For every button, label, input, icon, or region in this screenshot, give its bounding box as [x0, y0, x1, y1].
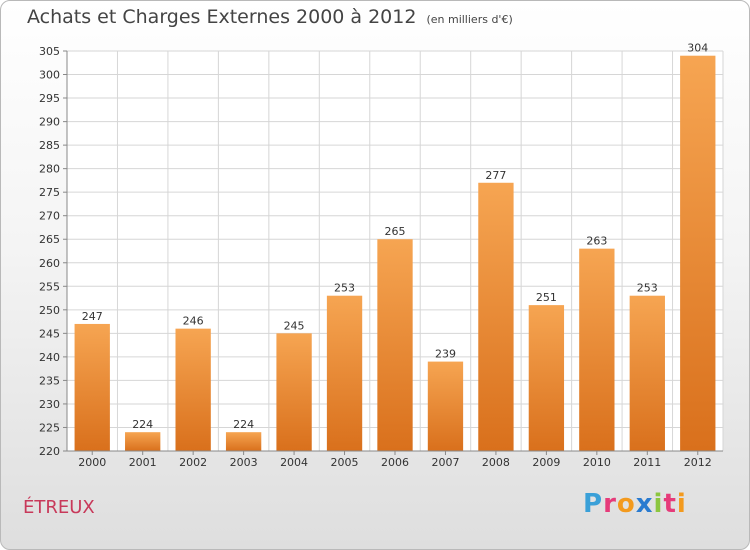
x-tick-label-2002: 2002 — [179, 456, 207, 469]
y-tick-label: 225 — [39, 421, 60, 434]
value-label-2011: 253 — [637, 282, 658, 295]
x-tick-label-2008: 2008 — [482, 456, 510, 469]
bar-2003 — [225, 432, 262, 451]
x-tick-label-2006: 2006 — [381, 456, 409, 469]
logo-letter: o — [616, 489, 636, 519]
logo-letter: x — [635, 489, 654, 519]
y-tick-label: 235 — [39, 374, 60, 387]
town-name: ÉTREUX — [23, 497, 95, 518]
bar-2011 — [629, 295, 665, 451]
y-tick-label: 230 — [39, 398, 60, 411]
x-tick-label-2011: 2011 — [633, 456, 661, 469]
logo-letter: t — [663, 489, 677, 519]
y-tick-label: 305 — [39, 45, 60, 58]
bar-2010 — [579, 248, 615, 451]
value-label-2008: 277 — [485, 169, 506, 182]
bar-2012 — [680, 55, 716, 452]
proxiti-logo: Proxiti — [583, 489, 687, 519]
y-tick-label: 250 — [39, 304, 60, 317]
value-label-2005: 253 — [334, 282, 355, 295]
y-tick-label: 295 — [39, 92, 60, 105]
y-tick-label: 285 — [39, 139, 60, 152]
y-tick-label: 240 — [39, 351, 60, 364]
y-tick-label: 260 — [39, 257, 60, 270]
value-label-2004: 245 — [284, 319, 305, 332]
value-label-2012: 304 — [687, 42, 708, 55]
y-tick-label: 275 — [39, 186, 60, 199]
x-tick-label-2009: 2009 — [532, 456, 560, 469]
logo-letter: i — [676, 489, 687, 519]
value-label-2002: 246 — [183, 315, 204, 328]
value-label-2006: 265 — [385, 225, 406, 238]
bar-2008 — [478, 182, 514, 451]
y-tick-label: 265 — [39, 233, 60, 246]
y-tick-label: 255 — [39, 280, 60, 293]
x-tick-label-2000: 2000 — [78, 456, 106, 469]
value-label-2003: 224 — [233, 418, 254, 431]
value-label-2010: 263 — [586, 235, 607, 248]
x-tick-label-2005: 2005 — [331, 456, 359, 469]
value-label-2001: 224 — [132, 418, 153, 431]
y-tick-label: 280 — [39, 163, 60, 176]
x-tick-label-2012: 2012 — [684, 456, 712, 469]
y-tick-label: 300 — [39, 69, 60, 82]
logo-letter: r — [603, 489, 617, 519]
bar-2002 — [175, 328, 211, 451]
y-tick-label: 220 — [39, 445, 60, 458]
value-label-2007: 239 — [435, 348, 456, 361]
bar-2000 — [74, 323, 110, 451]
y-tick-label: 270 — [39, 210, 60, 223]
x-tick-label-2003: 2003 — [230, 456, 258, 469]
x-tick-label-2004: 2004 — [280, 456, 308, 469]
chart-title-main: Achats et Charges Externes 2000 à 2012 — [27, 6, 417, 28]
value-label-2009: 251 — [536, 291, 557, 304]
logo-letter: P — [583, 489, 604, 519]
y-tick-label: 245 — [39, 327, 60, 340]
bar-2001 — [125, 432, 161, 451]
chart-title: Achats et Charges Externes 2000 à 2012 (e… — [27, 6, 513, 28]
bar-2007 — [427, 361, 464, 451]
logo-letter: i — [653, 489, 664, 519]
x-tick-label-2001: 2001 — [129, 456, 157, 469]
chart-subtitle: (en milliers d'€) — [426, 13, 513, 26]
bar-2009 — [528, 305, 565, 451]
y-tick-label: 290 — [39, 116, 60, 129]
bar-2006 — [377, 239, 413, 451]
x-tick-label-2007: 2007 — [431, 456, 459, 469]
x-tick-label-2010: 2010 — [583, 456, 611, 469]
bar-2005 — [326, 295, 363, 451]
value-label-2000: 247 — [82, 310, 103, 323]
bar-2004 — [276, 333, 312, 451]
